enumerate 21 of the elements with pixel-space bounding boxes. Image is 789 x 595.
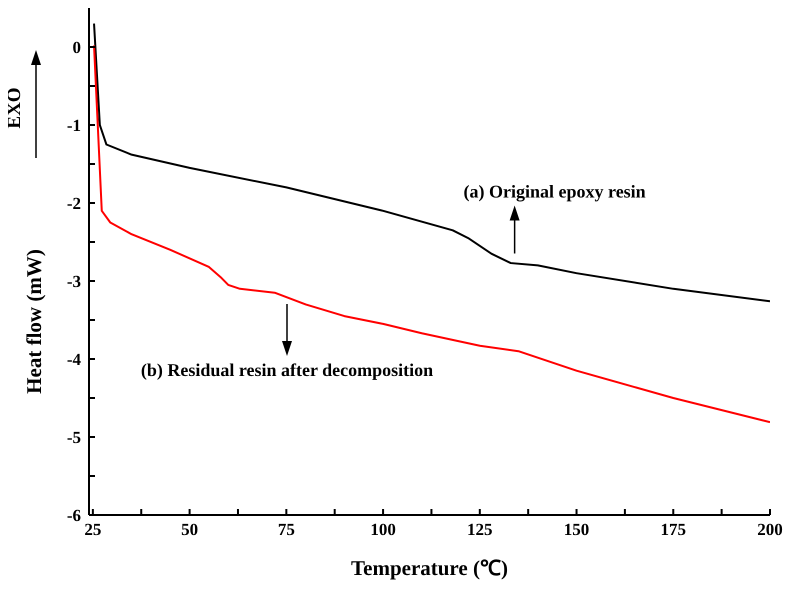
- y-tick-label: -5: [66, 428, 81, 448]
- y-tick-label: -4: [66, 350, 82, 370]
- x-axis-title: Temperature (℃): [351, 556, 508, 580]
- x-tick-label: 100: [370, 520, 396, 540]
- line-series: [93, 44, 770, 424]
- x-tick-label: 175: [660, 520, 686, 540]
- annotation: (b) Residual resin after decomposition: [140, 360, 434, 380]
- y-tick-label: -2: [66, 194, 81, 214]
- annotation: (a) Original epoxy resin: [464, 182, 646, 202]
- x-tick-label: 25: [84, 520, 102, 540]
- x-tick-label: 125: [467, 520, 493, 540]
- y-tick-label: -3: [66, 272, 81, 292]
- y-tick-label: -1: [66, 116, 81, 136]
- y-tick-label: -6: [66, 506, 81, 526]
- x-tick-label: 75: [278, 520, 295, 540]
- x-tick-label: 200: [757, 520, 783, 540]
- x-tick-label: 50: [181, 520, 198, 540]
- line-series: [93, 22, 770, 302]
- y-axis-title: Heat flow (mW): [22, 249, 46, 394]
- x-tick-label: 150: [564, 520, 590, 540]
- y-tick-label: 0: [72, 38, 81, 58]
